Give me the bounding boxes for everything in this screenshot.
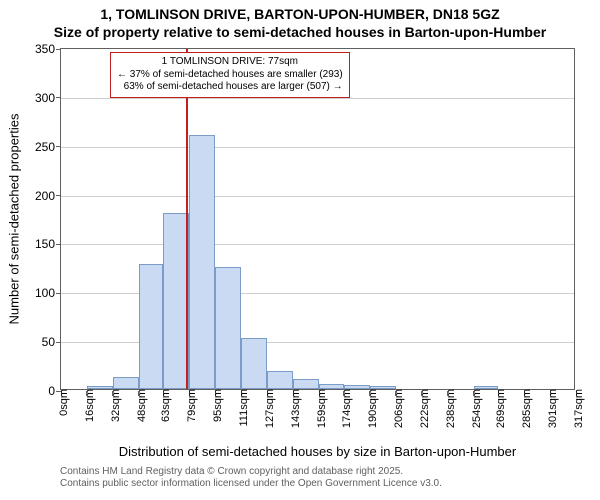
y-axis-title: Number of semi-detached properties — [7, 114, 22, 325]
grid-line — [61, 196, 574, 197]
x-tick-label: 285sqm — [515, 389, 533, 428]
legend-line-3: 63% of semi-detached houses are larger (… — [117, 81, 343, 94]
x-tick-label: 222sqm — [413, 389, 431, 428]
histogram-bar — [189, 135, 215, 389]
grid-line — [61, 293, 574, 294]
histogram-bar — [241, 338, 267, 389]
x-tick-label: 174sqm — [335, 389, 353, 428]
x-tick-label: 0sqm — [52, 389, 70, 416]
x-tick-label: 159sqm — [310, 389, 328, 428]
x-tick-label: 301sqm — [541, 389, 559, 428]
x-tick-label: 111sqm — [232, 389, 250, 427]
title-line-1: 1, TOMLINSON DRIVE, BARTON-UPON-HUMBER, … — [0, 6, 600, 24]
footer-line-1: Contains HM Land Registry data © Crown c… — [60, 466, 442, 478]
histogram-bar — [319, 384, 343, 389]
legend-line-2: ← 37% of semi-detached houses are smalle… — [117, 69, 343, 82]
histogram-bar — [139, 264, 163, 389]
y-tick-label: 50 — [42, 335, 61, 349]
grid-line — [61, 147, 574, 148]
histogram-bar — [293, 379, 319, 389]
histogram-bar — [113, 377, 139, 389]
histogram-bar — [474, 386, 498, 389]
x-tick-label: 269sqm — [489, 389, 507, 428]
grid-line — [61, 98, 574, 99]
plot-area: 0501001502002503003500sqm16sqm32sqm48sqm… — [60, 48, 575, 390]
y-tick-label: 150 — [35, 237, 61, 251]
histogram-bar — [87, 386, 113, 389]
x-tick-label: 32sqm — [104, 389, 122, 422]
histogram-bar — [344, 385, 370, 389]
x-tick-label: 206sqm — [387, 389, 405, 428]
grid-line — [61, 342, 574, 343]
grid-line — [61, 244, 574, 245]
y-tick-label: 350 — [35, 42, 61, 56]
x-tick-label: 79sqm — [180, 389, 198, 422]
histogram-bar — [267, 371, 293, 389]
x-axis-title: Distribution of semi-detached houses by … — [60, 444, 575, 459]
reference-line — [186, 49, 188, 389]
x-tick-label: 190sqm — [361, 389, 379, 428]
y-tick-label: 200 — [35, 189, 61, 203]
y-tick-label: 100 — [35, 286, 61, 300]
x-tick-label: 143sqm — [284, 389, 302, 428]
y-tick-label: 250 — [35, 140, 61, 154]
x-tick-label: 95sqm — [206, 389, 224, 422]
footer-attribution: Contains HM Land Registry data © Crown c… — [60, 466, 442, 490]
legend-box: 1 TOMLINSON DRIVE: 77sqm ← 37% of semi-d… — [110, 52, 350, 98]
title-block: 1, TOMLINSON DRIVE, BARTON-UPON-HUMBER, … — [0, 0, 600, 41]
chart-container: 1, TOMLINSON DRIVE, BARTON-UPON-HUMBER, … — [0, 0, 600, 500]
x-tick-label: 16sqm — [78, 389, 96, 422]
histogram-bar — [370, 386, 396, 389]
footer-line-2: Contains public sector information licen… — [60, 478, 442, 490]
x-tick-label: 254sqm — [465, 389, 483, 428]
x-tick-label: 317sqm — [567, 389, 585, 428]
x-tick-label: 63sqm — [154, 389, 172, 422]
title-line-2: Size of property relative to semi-detach… — [0, 24, 600, 42]
x-tick-label: 238sqm — [439, 389, 457, 428]
histogram-bar — [215, 267, 241, 389]
y-tick-label: 300 — [35, 91, 61, 105]
legend-line-1: 1 TOMLINSON DRIVE: 77sqm — [117, 56, 343, 69]
x-tick-label: 127sqm — [258, 389, 276, 428]
x-tick-label: 48sqm — [130, 389, 148, 422]
